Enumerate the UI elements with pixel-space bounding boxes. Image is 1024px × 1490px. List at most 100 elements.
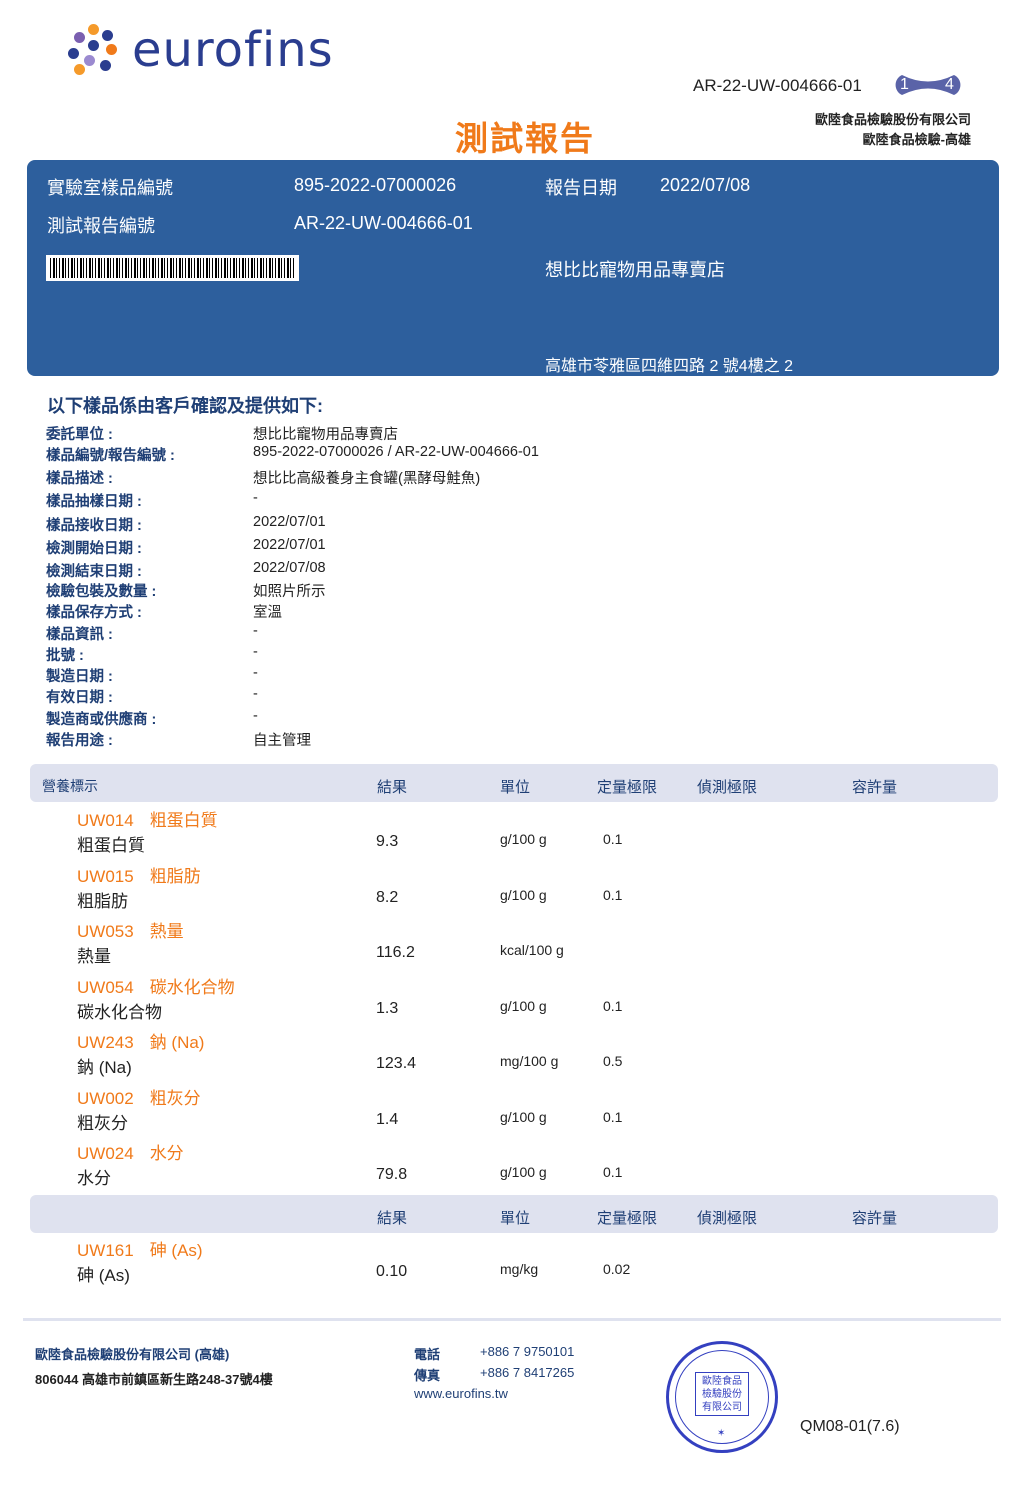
test-report-no: AR-22-UW-004666-01	[294, 213, 473, 233]
info-label: 有效日期 :	[46, 690, 113, 706]
table2-header: 結果 單位 定量極限 偵測極限 容許量	[30, 1195, 998, 1233]
test-method-row: UW161 砷 (As)	[77, 1236, 219, 1261]
info-value: -	[253, 665, 258, 681]
barcode	[46, 255, 299, 281]
test-name: 粗灰分	[149, 1088, 201, 1108]
col-nutrition: 營養標示	[42, 778, 98, 794]
company-branch: 歐陸食品檢驗-高雄	[862, 132, 971, 147]
analyte-name: 粗脂肪	[77, 891, 128, 911]
test-name: 粗蛋白質	[149, 811, 218, 830]
report-date: 2022/07/08	[660, 175, 751, 195]
info-value: -	[253, 490, 258, 506]
unit-value: g/100 g	[500, 1108, 547, 1125]
col-result: 結果	[377, 1210, 408, 1227]
info-value: -	[253, 686, 258, 702]
result-value: 0.10	[376, 1263, 408, 1280]
info-label: 檢測開始日期 :	[46, 541, 142, 557]
info-value: -	[253, 623, 258, 639]
test-code: UW024	[77, 1144, 134, 1163]
col-tolerance: 容許量	[852, 779, 898, 796]
unit-value: mg/100 g	[500, 1053, 559, 1069]
info-label: 樣品資訊 :	[46, 627, 113, 643]
col-result: 結果	[377, 779, 408, 796]
analyte-name: 熱量	[77, 947, 111, 966]
sample-section-title: 以下樣品係由客戶確認及提供如下:	[47, 396, 323, 416]
info-label: 樣品保存方式 :	[46, 605, 142, 621]
page-current: 1	[900, 76, 909, 93]
info-label: 檢驗包裝及數量 :	[46, 584, 157, 600]
test-name: 碳水化合物	[149, 977, 235, 997]
info-value: -	[253, 644, 258, 660]
test-method-row: UW243 鈉 (Na)	[77, 1028, 220, 1053]
logo-dots-icon	[66, 22, 122, 78]
info-value: -	[253, 708, 258, 724]
loq-value: 0.5	[603, 1053, 623, 1069]
info-value: 2022/07/01	[253, 537, 326, 553]
fax-label: 傳真	[414, 1368, 441, 1383]
footer-address: 806044 高雄市前鎮區新生路248-37號4樓	[35, 1372, 273, 1387]
info-label: 樣品抽樣日期 :	[46, 494, 142, 510]
info-label: 樣品接收日期 :	[46, 518, 142, 534]
test-name: 粗脂肪	[149, 866, 201, 886]
test-code: UW015	[77, 866, 134, 886]
report-number: AR-22-UW-004666-01	[693, 76, 862, 95]
test-code: UW002	[77, 1088, 134, 1108]
unit-value: mg/kg	[500, 1261, 539, 1277]
test-method-row: UW015 粗脂肪	[77, 862, 217, 887]
test-report-no-label: 測試報告編號	[47, 216, 155, 236]
col-lod: 偵測極限	[697, 779, 758, 796]
test-name: 熱量	[149, 922, 184, 941]
info-label: 委託單位 :	[46, 427, 113, 443]
page-total: 4	[945, 76, 954, 93]
test-name: 水分	[149, 1144, 184, 1163]
test-code: UW054	[77, 977, 134, 997]
analyte-name: 粗蛋白質	[77, 836, 145, 855]
result-value: 79.8	[376, 1166, 408, 1183]
unit-value: g/100 g	[500, 1164, 547, 1180]
lab-sample-no: 895-2022-07000026	[294, 175, 457, 195]
info-value: 如照片所示	[253, 584, 326, 600]
eurofins-logo: eurofins	[66, 22, 334, 78]
loq-value: 0.1	[603, 1108, 623, 1125]
page-title: 測試報告	[455, 120, 595, 157]
analyte-name: 碳水化合物	[77, 1002, 162, 1022]
lab-sample-no-label: 實驗室樣品編號	[47, 178, 173, 198]
analyte-name: 水分	[77, 1169, 111, 1188]
loq-value: 0.1	[603, 1164, 623, 1180]
test-method-row: UW054 碳水化合物	[77, 973, 251, 998]
col-lod: 偵測極限	[697, 1210, 758, 1227]
page-indicator: 1 4	[890, 74, 966, 96]
col-loq: 定量極限	[597, 779, 658, 796]
info-label: 批號 :	[46, 648, 84, 664]
form-code: QM08-01(7.6)	[800, 1418, 900, 1435]
col-tolerance: 容許量	[852, 1210, 898, 1227]
test-code: UW161	[77, 1241, 134, 1260]
test-method-row: UW014 粗蛋白質	[77, 806, 234, 831]
info-value: 想比比高級養身主食罐(黑酵母鮭魚)	[253, 471, 481, 487]
col-unit: 單位	[500, 779, 531, 796]
report-date-label: 報告日期	[545, 178, 617, 198]
footer-divider	[23, 1318, 1001, 1321]
tel-number: +886 7 9750101	[480, 1344, 575, 1359]
result-value: 1.4	[376, 1110, 399, 1128]
client-address: 高雄市苓雅區四維四路 2 號4樓之 2	[545, 358, 794, 375]
info-label: 樣品編號/報告編號 :	[46, 448, 175, 464]
client-name: 想比比寵物用品專賣店	[545, 260, 725, 280]
lab-company: 歐陸食品檢驗股份有限公司 歐陸食品檢驗-高雄	[815, 110, 971, 150]
col-unit: 單位	[500, 1210, 531, 1227]
footer-company: 歐陸食品檢驗股份有限公司 (高雄)	[35, 1347, 230, 1362]
result-value: 116.2	[376, 944, 415, 961]
summary-box: 實驗室樣品編號 895-2022-07000026 報告日期 2022/07/0…	[27, 160, 999, 376]
unit-value: g/100 g	[500, 886, 547, 903]
website-link[interactable]: www.eurofins.tw	[414, 1386, 508, 1401]
info-label: 樣品描述 :	[46, 471, 113, 487]
test-name: 砷 (As)	[149, 1241, 203, 1260]
test-code: UW053	[77, 922, 134, 941]
unit-value: g/100 g	[500, 831, 547, 847]
analyte-name: 砷 (As)	[77, 1266, 130, 1285]
tel-label: 電話	[414, 1347, 441, 1362]
info-label: 檢測結束日期 :	[46, 564, 142, 580]
test-code: UW014	[77, 811, 134, 830]
info-value: 想比比寵物用品專賣店	[253, 427, 398, 443]
analyte-name: 粗灰分	[77, 1113, 128, 1133]
